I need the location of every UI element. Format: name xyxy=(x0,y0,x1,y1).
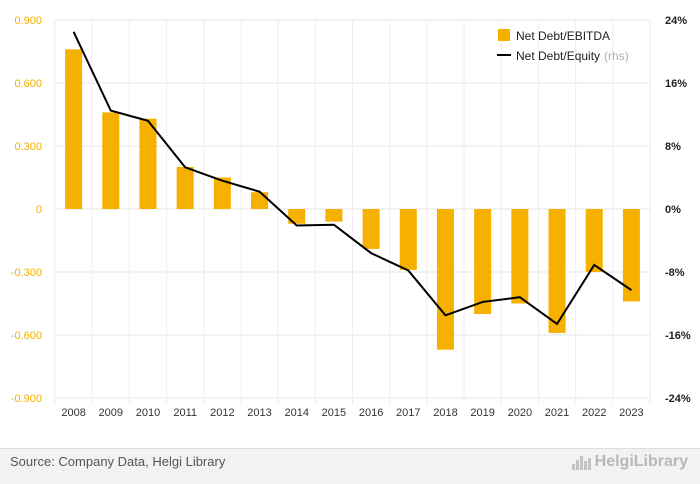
bar xyxy=(325,209,343,222)
x-tick-label: 2014 xyxy=(284,407,308,419)
x-tick-label: 2022 xyxy=(582,407,606,419)
bar xyxy=(585,209,603,272)
bar xyxy=(65,49,83,210)
bar xyxy=(288,209,306,224)
x-tick-label: 2015 xyxy=(322,407,346,419)
gridlines xyxy=(54,19,651,404)
x-tick-label: 2016 xyxy=(359,407,383,419)
x-tick-label: 2021 xyxy=(545,407,569,419)
right-tick-label: 16% xyxy=(665,78,687,90)
brand-name: HelgiLibrary xyxy=(594,453,688,470)
legend-bar-label: Net Debt/EBITDA xyxy=(516,29,610,43)
x-tick-label: 2011 xyxy=(173,407,197,419)
left-tick-label: 0.300 xyxy=(14,141,42,153)
x-tick-label: 2013 xyxy=(247,407,271,419)
x-tick-label: 2010 xyxy=(136,407,160,419)
left-tick-label: 0.600 xyxy=(14,78,42,90)
x-axis: 2008 2009 2010 2011 2012 2013 2014 2015 2016 2017… xyxy=(61,407,643,419)
left-tick-label: -0.300 xyxy=(11,267,42,279)
bar xyxy=(474,209,492,314)
bar xyxy=(213,177,231,209)
x-tick-label: 2009 xyxy=(99,407,123,419)
right-tick-label: 8% xyxy=(665,141,681,153)
right-tick-label: -8% xyxy=(665,267,685,279)
x-tick-label: 2018 xyxy=(433,407,457,419)
right-tick-label: 0% xyxy=(665,204,681,216)
left-tick-label: 0 xyxy=(36,204,42,216)
bar xyxy=(622,209,640,302)
left-tick-label: -0.600 xyxy=(11,330,42,342)
x-tick-label: 2019 xyxy=(470,407,494,419)
left-tick-label: 0.900 xyxy=(14,15,42,27)
x-tick-label: 2012 xyxy=(210,407,234,419)
library-icon xyxy=(571,454,591,470)
line-series xyxy=(72,31,632,326)
bar xyxy=(548,209,566,333)
x-tick-label: 2008 xyxy=(61,407,85,419)
source-text: Source: Company Data, Helgi Library xyxy=(10,454,226,469)
left-tick-label: -0.900 xyxy=(11,393,42,405)
bar xyxy=(362,209,380,249)
x-tick-label: 2020 xyxy=(508,407,532,419)
left-axis: 0.900 0.600 0.300 0 -0.300 -0.600 -0.900 xyxy=(11,15,42,405)
x-tick-label: 2023 xyxy=(619,407,643,419)
legend-bar-swatch xyxy=(498,29,510,41)
bar xyxy=(436,209,454,350)
brand-logo: HelgiLibrary xyxy=(571,453,688,471)
legend-line-text: Net Debt/Equity (rhs) xyxy=(516,49,629,63)
net-debt-equity-line xyxy=(72,31,632,326)
x-tick-label: 2017 xyxy=(396,407,420,419)
bar xyxy=(139,118,157,209)
legend-line-label: Net Debt/Equity xyxy=(516,49,600,63)
right-tick-label: -24% xyxy=(665,393,691,405)
combo-chart: 0.900 0.600 0.300 0 -0.300 -0.600 -0.900 24% 16… xyxy=(11,15,691,419)
footer: Source: Company Data, Helgi Library Helg… xyxy=(0,448,700,484)
legend: Net Debt/EBITDA Net Debt/Equity (rhs) xyxy=(497,29,629,63)
legend-line-suffix: (rhs) xyxy=(604,49,629,63)
right-tick-label: 24% xyxy=(665,15,687,27)
bars xyxy=(65,49,640,350)
right-tick-label: -16% xyxy=(665,330,691,342)
bar xyxy=(511,209,529,304)
bar xyxy=(399,209,417,270)
bar xyxy=(251,192,269,209)
bar xyxy=(102,112,120,209)
right-axis: 24% 16% 8% 0% -8% -16% -24% xyxy=(665,15,691,405)
bar xyxy=(176,167,194,209)
